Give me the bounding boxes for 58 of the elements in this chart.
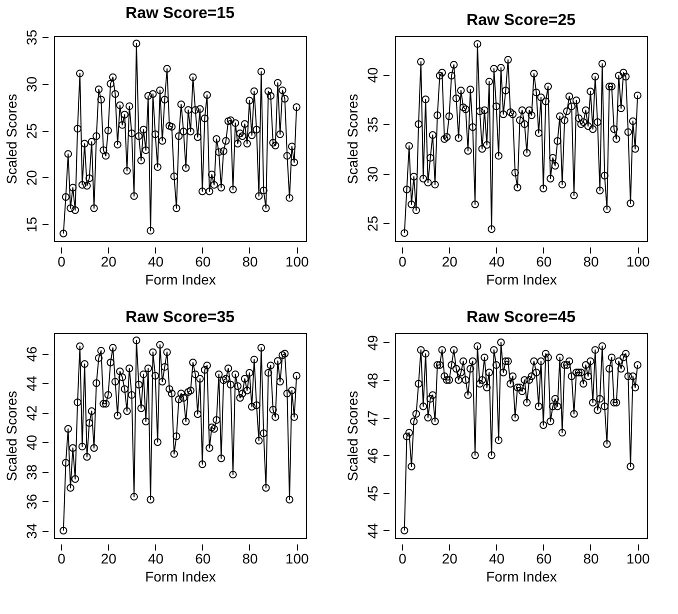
x-tick-label: 100 [626, 550, 650, 566]
y-tick-label: 44 [364, 522, 380, 539]
y-tick-label: 46 [24, 346, 40, 362]
x-axis-title: Form Index [145, 568, 216, 584]
x-tick-label: 40 [148, 550, 164, 566]
x-tick-label: 80 [583, 550, 599, 566]
y-tick-label: 46 [364, 448, 380, 464]
x-tick-label: 0 [58, 550, 66, 566]
x-axis-title: Form Index [486, 568, 557, 584]
y-tick-label: 30 [364, 166, 380, 182]
y-tick-label: 36 [24, 494, 40, 510]
x-tick-label: 0 [398, 254, 407, 270]
x-tick-label: 40 [488, 254, 505, 270]
y-tick-label: 20 [24, 170, 40, 186]
x-tick-label: 40 [148, 254, 164, 270]
x-tick-label: 100 [285, 550, 309, 566]
chart-title: Raw Score=25 [466, 12, 576, 29]
x-axis-title: Form Index [486, 272, 557, 288]
y-axis-title: Scaled Scores [4, 390, 20, 482]
y-tick-label: 35 [24, 29, 40, 46]
x-tick-label: 60 [536, 254, 552, 270]
y-tick-label: 48 [364, 372, 380, 388]
x-tick-label: 0 [398, 550, 407, 566]
y-tick-label: 49 [364, 334, 380, 351]
x-tick-label: 100 [626, 254, 650, 270]
y-axis-title: Scaled Scores [4, 94, 20, 184]
y-tick-label: 34 [24, 523, 40, 539]
y-tick-label: 40 [24, 434, 40, 450]
y-tick-label: 44 [24, 376, 40, 392]
x-tick-label: 60 [536, 550, 552, 566]
x-tick-label: 20 [100, 254, 117, 270]
x-axis-title: Form Index [145, 272, 216, 288]
x-tick-label: 80 [242, 254, 258, 270]
x-tick-label: 0 [58, 254, 66, 270]
chart-title: Raw Score=15 [126, 5, 235, 22]
y-axis-title: Scaled Scores [344, 94, 360, 184]
x-tick-label: 60 [195, 254, 211, 270]
y-tick-label: 35 [364, 116, 380, 132]
x-tick-label: 20 [100, 550, 117, 566]
y-tick-label: 15 [24, 216, 40, 232]
chart-title: Raw Score=35 [126, 309, 235, 326]
y-tick-label: 47 [364, 410, 380, 426]
y-tick-label: 42 [24, 405, 40, 421]
y-tick-label: 38 [24, 464, 40, 480]
y-tick-label: 30 [24, 76, 40, 92]
y-tick-label: 40 [364, 67, 380, 83]
chart-title: Raw Score=45 [466, 309, 576, 326]
x-tick-label: 60 [195, 550, 211, 566]
x-tick-label: 100 [285, 254, 309, 270]
y-tick-label: 45 [364, 485, 380, 502]
y-axis-title: Scaled Scores [344, 390, 360, 482]
x-tick-label: 80 [583, 254, 599, 270]
x-tick-label: 80 [242, 550, 258, 566]
y-tick-label: 25 [24, 123, 40, 139]
x-tick-label: 20 [442, 254, 458, 270]
x-tick-label: 20 [442, 550, 458, 566]
x-tick-label: 40 [488, 550, 505, 566]
y-tick-label: 25 [364, 216, 380, 232]
